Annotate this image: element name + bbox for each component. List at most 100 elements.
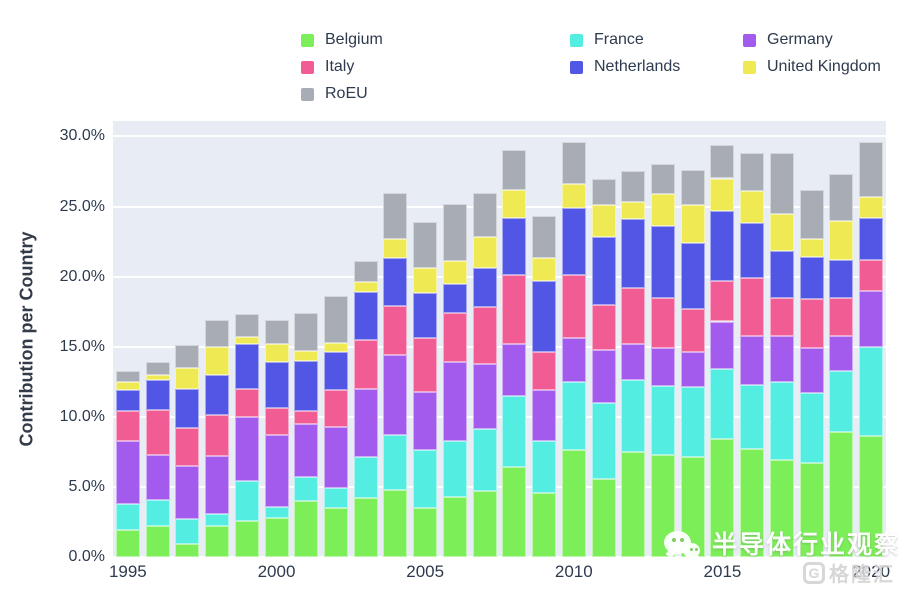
segment-italy[interactable] xyxy=(740,278,765,336)
segment-france[interactable] xyxy=(532,440,557,493)
segment-netherlands[interactable] xyxy=(413,293,438,339)
segment-france[interactable] xyxy=(294,477,319,501)
segment-france[interactable] xyxy=(799,392,824,464)
segment-belgium[interactable] xyxy=(442,496,467,557)
segment-france[interactable] xyxy=(323,488,348,508)
segment-italy[interactable] xyxy=(413,338,438,392)
segment-italy[interactable] xyxy=(502,275,527,344)
segment-italy[interactable] xyxy=(829,297,854,336)
segment-france[interactable] xyxy=(353,457,378,499)
segment-netherlands[interactable] xyxy=(234,343,259,389)
segment-united-kingdom[interactable] xyxy=(115,381,140,391)
segment-roeu[interactable] xyxy=(710,144,735,179)
segment-germany[interactable] xyxy=(532,390,557,441)
bar-2019[interactable] xyxy=(829,121,854,557)
bar-1996[interactable] xyxy=(145,121,170,557)
segment-germany[interactable] xyxy=(651,348,676,386)
segment-roeu[interactable] xyxy=(383,192,408,239)
segment-germany[interactable] xyxy=(561,338,586,382)
segment-united-kingdom[interactable] xyxy=(591,205,616,238)
segment-netherlands[interactable] xyxy=(323,352,348,391)
segment-united-kingdom[interactable] xyxy=(472,237,497,269)
segment-belgium[interactable] xyxy=(294,500,319,557)
segment-belgium[interactable] xyxy=(353,498,378,557)
segment-germany[interactable] xyxy=(115,440,140,504)
segment-united-kingdom[interactable] xyxy=(561,184,586,208)
segment-netherlands[interactable] xyxy=(442,283,467,314)
segment-united-kingdom[interactable] xyxy=(710,178,735,211)
legend-item-belgium[interactable]: Belgium xyxy=(301,30,383,50)
segment-netherlands[interactable] xyxy=(294,360,319,412)
segment-italy[interactable] xyxy=(532,352,557,391)
segment-united-kingdom[interactable] xyxy=(323,342,348,353)
segment-germany[interactable] xyxy=(145,454,170,500)
bar-2003[interactable] xyxy=(353,121,378,557)
segment-france[interactable] xyxy=(442,440,467,497)
segment-roeu[interactable] xyxy=(294,313,319,351)
segment-netherlands[interactable] xyxy=(651,226,676,298)
segment-netherlands[interactable] xyxy=(621,219,646,288)
segment-italy[interactable] xyxy=(591,304,616,350)
bar-2000[interactable] xyxy=(264,121,289,557)
segment-france[interactable] xyxy=(680,387,705,458)
segment-roeu[interactable] xyxy=(175,345,200,368)
segment-france[interactable] xyxy=(264,506,289,518)
segment-germany[interactable] xyxy=(769,335,794,382)
segment-italy[interactable] xyxy=(769,297,794,336)
segment-belgium[interactable] xyxy=(145,526,170,557)
segment-netherlands[interactable] xyxy=(383,258,408,307)
segment-france[interactable] xyxy=(769,381,794,461)
segment-netherlands[interactable] xyxy=(532,280,557,353)
segment-netherlands[interactable] xyxy=(710,210,735,281)
segment-germany[interactable] xyxy=(740,335,765,385)
segment-roeu[interactable] xyxy=(591,178,616,206)
segment-netherlands[interactable] xyxy=(859,217,884,260)
segment-belgium[interactable] xyxy=(413,507,438,557)
segment-belgium[interactable] xyxy=(532,492,557,557)
segment-belgium[interactable] xyxy=(769,460,794,557)
segment-united-kingdom[interactable] xyxy=(442,261,467,284)
segment-belgium[interactable] xyxy=(799,463,824,557)
segment-netherlands[interactable] xyxy=(205,374,230,416)
segment-italy[interactable] xyxy=(383,306,408,356)
segment-belgium[interactable] xyxy=(740,449,765,557)
segment-france[interactable] xyxy=(651,385,676,455)
segment-france[interactable] xyxy=(175,519,200,545)
segment-belgium[interactable] xyxy=(859,436,884,557)
segment-belgium[interactable] xyxy=(234,520,259,557)
segment-germany[interactable] xyxy=(294,423,319,478)
segment-italy[interactable] xyxy=(799,299,824,349)
segment-roeu[interactable] xyxy=(621,171,646,203)
segment-united-kingdom[interactable] xyxy=(740,191,765,224)
segment-roeu[interactable] xyxy=(234,314,259,337)
segment-united-kingdom[interactable] xyxy=(145,374,170,381)
segment-belgium[interactable] xyxy=(680,457,705,557)
segment-germany[interactable] xyxy=(710,321,735,370)
segment-roeu[interactable] xyxy=(442,203,467,262)
segment-italy[interactable] xyxy=(294,411,319,424)
segment-roeu[interactable] xyxy=(264,320,289,344)
segment-united-kingdom[interactable] xyxy=(532,258,557,281)
segment-italy[interactable] xyxy=(472,307,497,364)
segment-france[interactable] xyxy=(710,369,735,440)
segment-netherlands[interactable] xyxy=(591,237,616,305)
bar-2013[interactable] xyxy=(651,121,676,557)
segment-germany[interactable] xyxy=(323,426,348,489)
legend-item-italy[interactable]: Italy xyxy=(301,57,354,77)
segment-belgium[interactable] xyxy=(502,467,527,557)
segment-roeu[interactable] xyxy=(532,216,557,259)
bar-2002[interactable] xyxy=(323,121,348,557)
segment-belgium[interactable] xyxy=(472,491,497,557)
bar-1997[interactable] xyxy=(175,121,200,557)
segment-united-kingdom[interactable] xyxy=(502,189,527,218)
segment-germany[interactable] xyxy=(472,363,497,430)
segment-france[interactable] xyxy=(413,450,438,508)
segment-netherlands[interactable] xyxy=(740,223,765,279)
segment-united-kingdom[interactable] xyxy=(205,346,230,375)
segment-germany[interactable] xyxy=(234,416,259,482)
segment-belgium[interactable] xyxy=(591,478,616,557)
segment-germany[interactable] xyxy=(264,435,289,507)
bar-2009[interactable] xyxy=(532,121,557,557)
legend-item-netherlands[interactable]: Netherlands xyxy=(570,57,680,77)
segment-roeu[interactable] xyxy=(561,142,586,185)
